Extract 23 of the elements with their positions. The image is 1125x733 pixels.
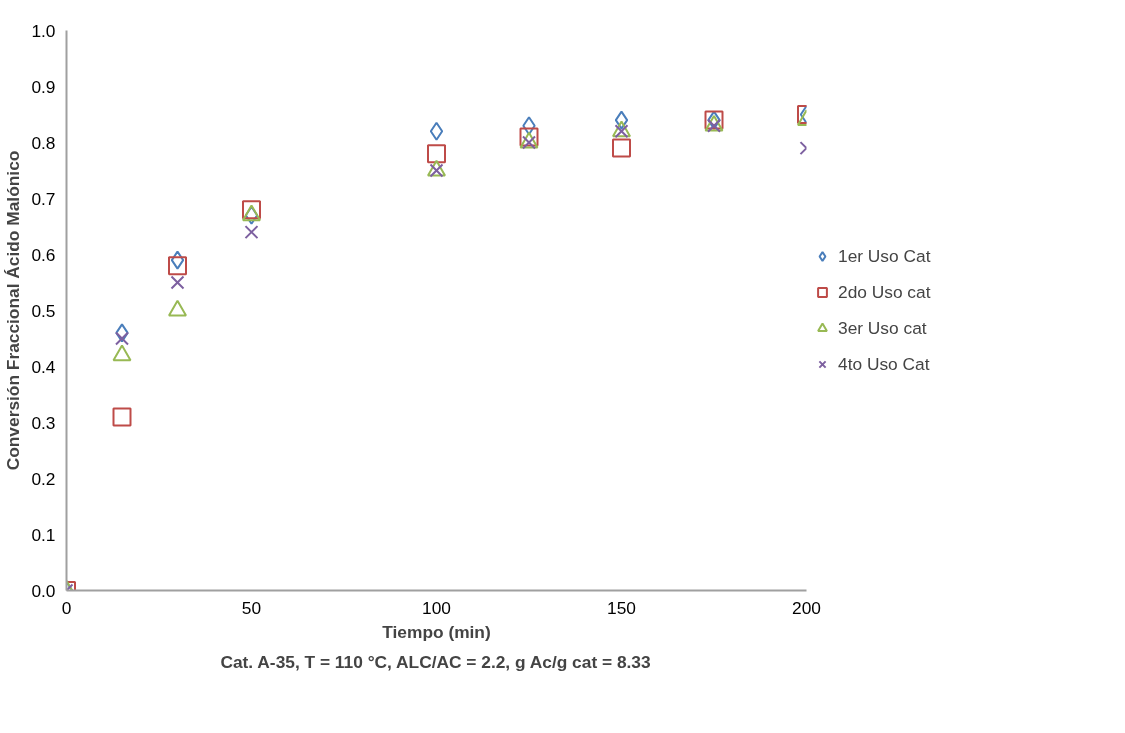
legend-label: 3er Uso cat [838, 317, 927, 339]
y-tick-label: 0.4 [31, 356, 56, 377]
x-tick-label: 100 [422, 597, 451, 618]
y-tick-label: 0.5 [31, 300, 56, 321]
x-axis-title: Tiempo (min) [382, 621, 491, 642]
y-tick-label: 1.0 [31, 20, 56, 41]
legend-label: 4to Uso Cat [838, 353, 930, 375]
y-tick-label: 0.0 [31, 580, 56, 601]
x-tick-label: 50 [241, 597, 262, 618]
y-tick-label: 0.8 [31, 132, 56, 153]
text: Cat. A-35, T = 110 °C, ALC/AC = 2.2, g Ac/g cat = 8.33 [220, 651, 651, 672]
y-tick-label: 0.2 [31, 468, 56, 489]
y-tick-label: 0.7 [31, 188, 56, 209]
y-tick-label: 0.1 [31, 524, 56, 545]
x-tick-label: 150 [607, 597, 636, 618]
y-tick-label: 0.9 [31, 76, 56, 97]
y-tick-label: 0.3 [31, 412, 56, 433]
x-tick-label: 0 [61, 597, 72, 618]
y-axis-title: Conversión Fraccional Ácido Malónico [3, 150, 24, 471]
legend-label: 1er Uso Cat [838, 245, 931, 267]
x-tick-label: 200 [792, 597, 821, 618]
y-tick-label: 0.6 [31, 244, 56, 265]
legend-label: 2do Uso cat [838, 281, 931, 303]
